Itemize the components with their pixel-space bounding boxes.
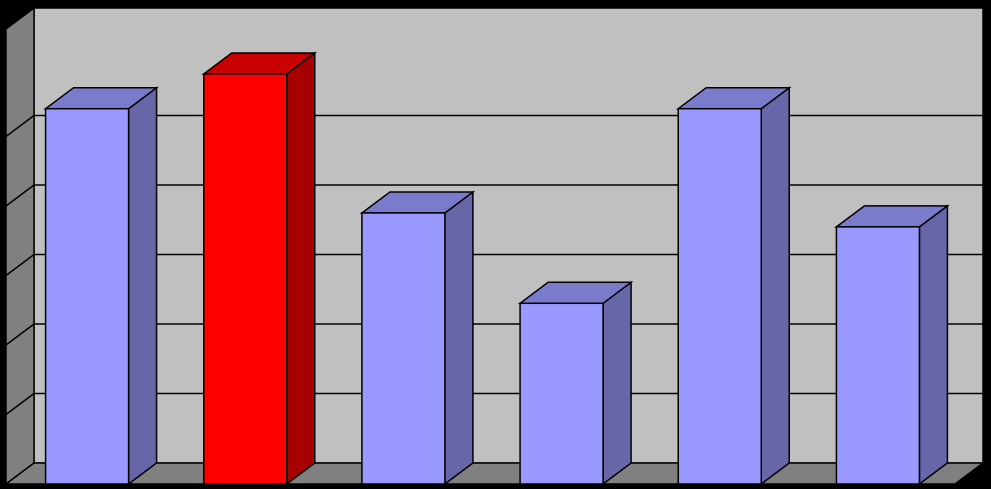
bar-side — [127, 86, 158, 486]
bar-front — [519, 302, 604, 485]
bar-side — [602, 280, 632, 486]
chart-gridlines — [5, 114, 983, 416]
gridline-side — [5, 323, 35, 346]
bar — [359, 190, 476, 486]
bar-side — [444, 190, 474, 486]
bar — [834, 204, 950, 486]
bar-front — [361, 212, 446, 485]
bar-front — [44, 107, 130, 485]
bar-front — [835, 226, 921, 485]
bar — [517, 280, 634, 486]
bar — [676, 86, 792, 486]
bar-side — [918, 204, 949, 486]
bar — [201, 51, 318, 486]
bar-front — [203, 73, 288, 485]
chart-bars — [43, 51, 950, 486]
gridline-side — [5, 184, 35, 207]
gridline-side — [5, 253, 35, 277]
bar-side — [286, 51, 316, 486]
bar — [43, 86, 159, 486]
gridline-side — [5, 114, 35, 138]
bar-side — [760, 86, 790, 486]
gridline-side — [5, 392, 35, 416]
bar-front — [677, 107, 762, 485]
side-wall — [5, 6, 35, 486]
